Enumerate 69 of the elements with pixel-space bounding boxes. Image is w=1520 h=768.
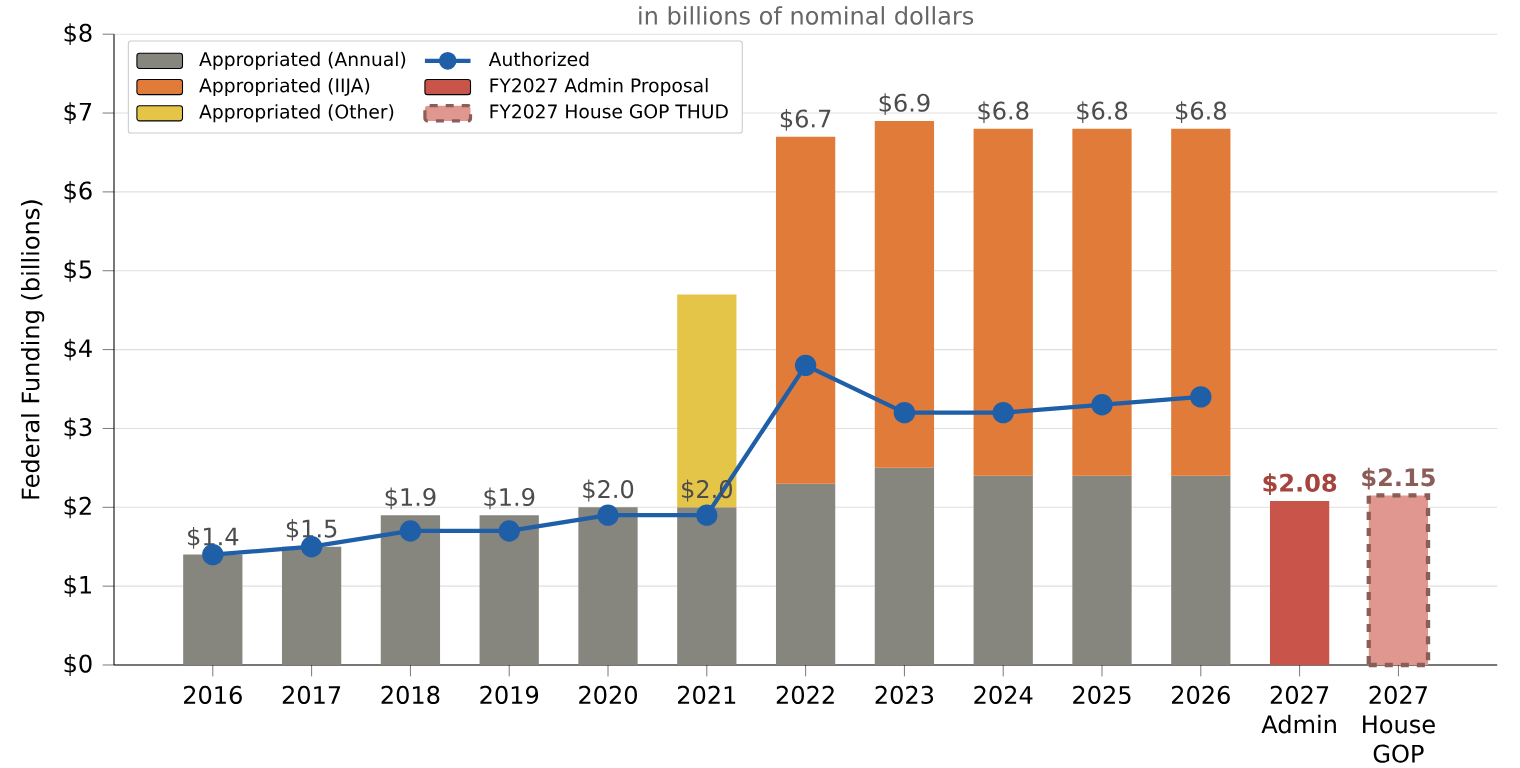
- point: [399, 520, 422, 542]
- x-tick-label: 2018: [381, 686, 440, 705]
- chart-subtitle: in billions of nominal dollars: [639, 6, 974, 25]
- point: [1190, 386, 1212, 408]
- point: [597, 504, 619, 527]
- data-label: $2.15: [1362, 468, 1435, 490]
- bar: [775, 483, 836, 666]
- y-tick-label: $5: [64, 260, 92, 282]
- bar: [1072, 129, 1132, 476]
- x-tick-label: 2022: [776, 686, 834, 705]
- data-label: $1.5: [286, 519, 337, 542]
- y-tick-label: $2: [64, 496, 91, 519]
- bar: [1171, 475, 1231, 666]
- data-label: $1.4: [188, 527, 239, 549]
- bar: [874, 468, 935, 666]
- point: [893, 402, 916, 424]
- bar: [578, 507, 638, 666]
- bar: [281, 546, 342, 666]
- y-tick-label: $1: [64, 575, 91, 598]
- point: [794, 354, 817, 377]
- point: [1091, 394, 1113, 416]
- legend-label: Appropriated (Annual): [199, 51, 406, 71]
- x-tick-label: 2027 House GOP: [1363, 686, 1435, 763]
- total-label: $6.7: [780, 109, 831, 132]
- point: [992, 402, 1014, 424]
- x-tick-label: 2019: [480, 686, 539, 705]
- legend-label: Appropriated (IIJA): [199, 78, 370, 97]
- y-tick-label: $0: [64, 654, 92, 677]
- bar: [479, 515, 539, 666]
- data-label: $1.9: [385, 487, 436, 510]
- bar: [1072, 475, 1132, 666]
- bar: [1171, 129, 1231, 476]
- y-tick-label: $8: [64, 23, 92, 46]
- y-tick-label: $3: [64, 417, 92, 440]
- legend-label: FY2027 Admin Proposal: [490, 78, 708, 97]
- y-tick-label: $4: [64, 338, 92, 361]
- x-tick-label: 2025: [1073, 686, 1131, 705]
- x-tick-label: 2027 Admin: [1261, 686, 1336, 734]
- bar: [874, 121, 935, 469]
- bar: [380, 515, 441, 666]
- bar: [973, 475, 1033, 666]
- bar: [973, 129, 1033, 476]
- bar: [1269, 501, 1330, 666]
- x-tick-label: 2026: [1171, 686, 1230, 705]
- data-label: $1.9: [484, 487, 535, 510]
- bar: [775, 136, 836, 484]
- point: [498, 520, 520, 542]
- y-tick-label: $7: [64, 102, 92, 125]
- total-label: $6.8: [978, 101, 1029, 124]
- x-tick-label: 2020: [579, 686, 637, 705]
- total-label: $6.8: [1077, 101, 1128, 124]
- total-label: $6.9: [879, 93, 930, 116]
- y-axis-title: Federal Funding (billions): [20, 200, 45, 499]
- y-tick-label: $6: [64, 181, 92, 203]
- bar: [677, 507, 737, 666]
- legend-label: Authorized: [488, 51, 589, 67]
- legend-label: FY2027 House GOP THUD: [490, 104, 728, 119]
- data-label: $2.0: [583, 479, 634, 502]
- data-label: $2.08: [1263, 473, 1337, 496]
- x-tick-label: 2016: [183, 686, 242, 705]
- point: [696, 504, 718, 527]
- bar: [677, 294, 737, 508]
- x-tick-label: 2023: [875, 686, 934, 705]
- legend-label: Appropriated (Other): [199, 104, 394, 123]
- x-tick-label: 2024: [974, 686, 1033, 705]
- bar: [183, 554, 243, 666]
- x-tick-label: 2017: [282, 686, 341, 705]
- x-tick-label: 2021: [677, 686, 736, 705]
- total-label: $6.8: [1176, 101, 1226, 124]
